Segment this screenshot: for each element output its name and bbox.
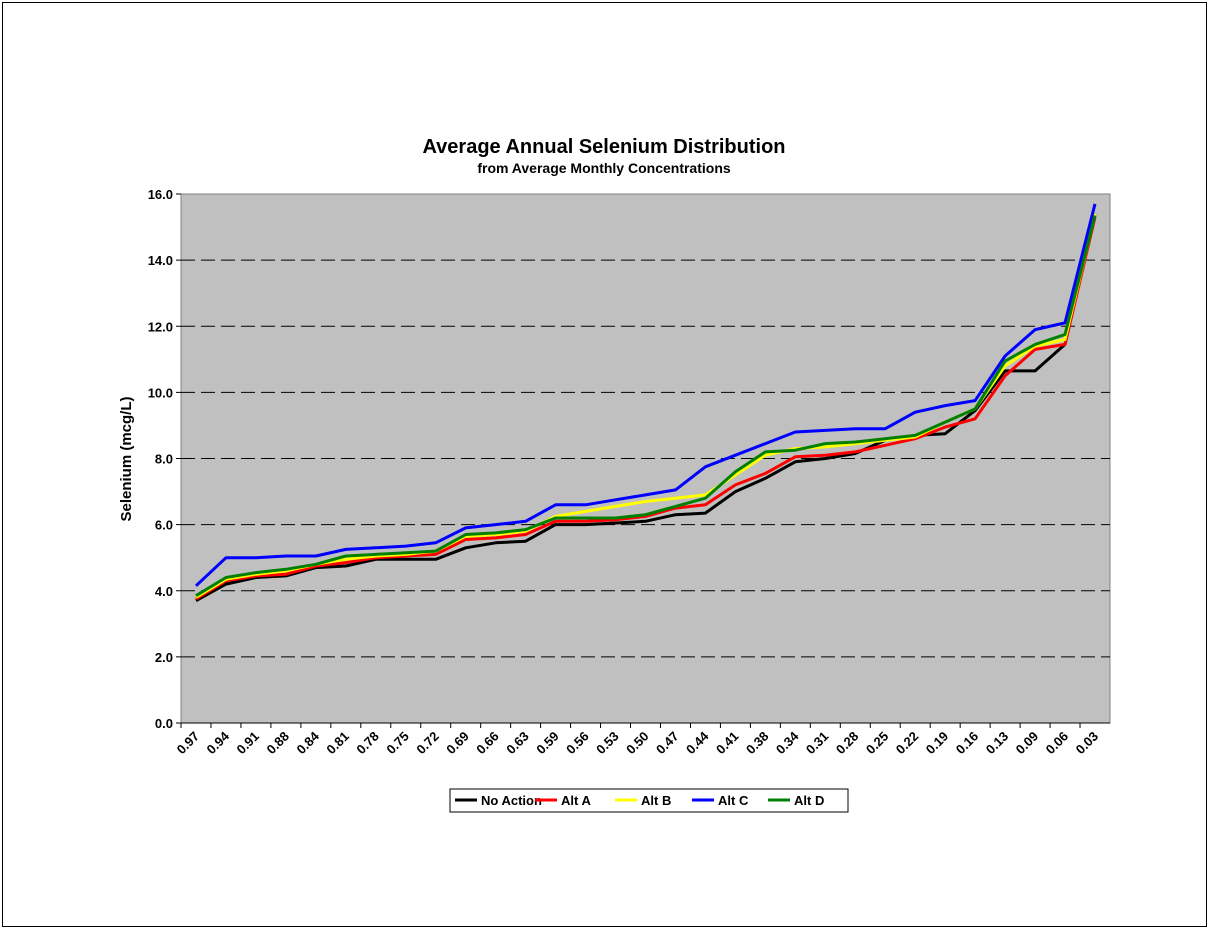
legend-label: Alt D xyxy=(794,793,824,808)
x-tick-label: 0.81 xyxy=(323,729,352,758)
x-axis-ticks: 0.97 0.94 0.91 0.88 0.84 0.81 0.78 0.75 0.72 0.69… xyxy=(174,722,1110,758)
x-tick-label: 0.84 xyxy=(293,728,322,757)
legend-label: No Action xyxy=(481,793,542,808)
x-tick-label: 0.97 xyxy=(174,729,203,758)
legend: No Action Alt A Alt B Alt C Alt D xyxy=(449,788,849,813)
x-tick-label: 0.53 xyxy=(593,729,622,758)
legend-label: Alt A xyxy=(561,793,591,808)
y-tick-label: 12.0 xyxy=(148,319,173,334)
x-tick-label: 0.31 xyxy=(803,729,832,758)
chart-svg: Average Annual Selenium Distribution fro… xyxy=(118,136,1111,813)
y-tick-label: 6.0 xyxy=(155,518,173,533)
chart-subtitle: from Average Monthly Concentrations xyxy=(477,160,731,176)
y-tick-label: 8.0 xyxy=(155,452,173,467)
x-tick-label: 0.41 xyxy=(713,729,742,758)
series-lines xyxy=(194,203,1097,603)
x-tick-label: 0.06 xyxy=(1043,729,1072,758)
y-tick-label: 2.0 xyxy=(155,650,173,665)
x-tick-label: 0.91 xyxy=(234,729,263,758)
x-tick-label: 0.56 xyxy=(563,729,592,758)
series-line-4 xyxy=(195,215,1097,597)
x-tick-label: 0.34 xyxy=(773,728,802,757)
legend-label: Alt C xyxy=(718,793,749,808)
y-tick-label: 4.0 xyxy=(155,584,173,599)
x-tick-label: 0.25 xyxy=(863,729,892,758)
x-tick-label: 0.50 xyxy=(623,729,652,758)
gridlines xyxy=(181,259,1110,658)
series-line-1 xyxy=(195,216,1097,601)
x-tick-label: 0.28 xyxy=(833,729,862,758)
y-tick-label: 0.0 xyxy=(155,716,173,731)
x-tick-label: 0.03 xyxy=(1073,729,1102,758)
x-tick-label: 0.78 xyxy=(353,729,382,758)
x-tick-label: 0.63 xyxy=(503,729,532,758)
series-line-0 xyxy=(195,213,1097,603)
x-tick-label: 0.13 xyxy=(983,729,1012,758)
x-tick-label: 0.69 xyxy=(443,729,472,758)
x-tick-label: 0.75 xyxy=(383,729,412,758)
x-tick-label: 0.47 xyxy=(653,729,682,758)
x-tick-label: 0.09 xyxy=(1013,729,1042,758)
x-tick-label: 0.88 xyxy=(264,729,293,758)
legend-box xyxy=(449,788,849,813)
chart-title: Average Annual Selenium Distribution xyxy=(422,136,785,158)
legend-label: Alt B xyxy=(641,793,671,808)
x-tick-label: 0.16 xyxy=(953,729,982,758)
x-tick-label: 0.22 xyxy=(893,729,922,758)
y-tick-label: 16.0 xyxy=(148,187,173,202)
y-tick-label: 10.0 xyxy=(148,385,173,400)
y-tick-label: 14.0 xyxy=(148,253,173,268)
series-line-3 xyxy=(194,203,1097,587)
x-tick-label: 0.44 xyxy=(683,728,712,757)
x-tick-label: 0.38 xyxy=(743,729,772,758)
y-axis-ticks: 0.0 2.0 4.0 6.0 8.0 10.0 12.0 14.0 16.0 xyxy=(148,187,181,731)
x-tick-label: 0.19 xyxy=(923,729,952,758)
y-axis-label: Selenium (mcg/L) xyxy=(118,396,135,521)
x-tick-label: 0.66 xyxy=(473,729,502,758)
x-tick-label: 0.59 xyxy=(533,729,562,758)
x-tick-label: 0.94 xyxy=(204,728,233,757)
x-tick-label: 0.72 xyxy=(413,729,442,758)
